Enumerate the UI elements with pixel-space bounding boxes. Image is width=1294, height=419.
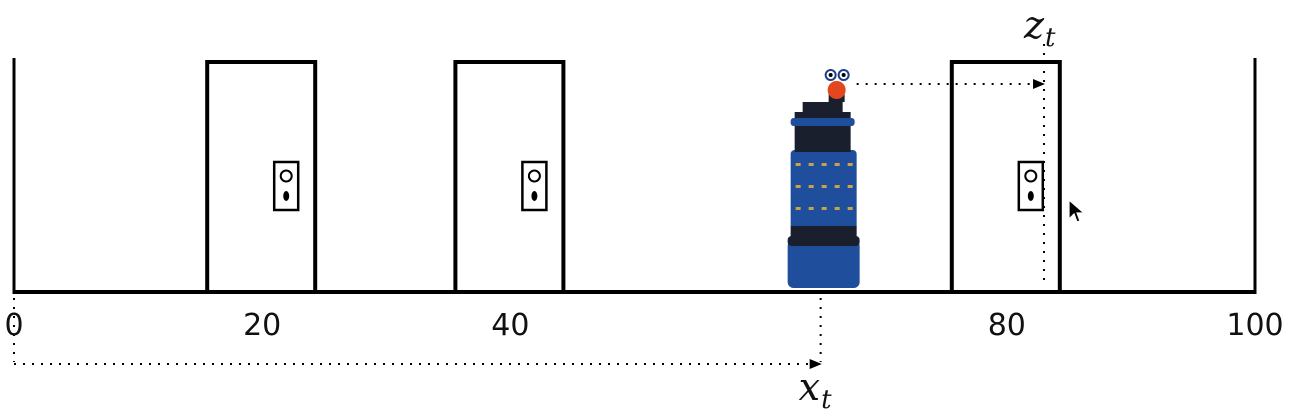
corridor-walls [12,58,1257,294]
robot-sensor-light [795,185,801,188]
robot-sensor-light [847,185,853,188]
door-frame [949,60,1062,294]
robot-neck-block [802,102,843,116]
doors [205,60,1062,294]
axis-tick-label: 20 [243,308,282,343]
robot-right-pupil [841,73,846,77]
measurement-var: z [1024,3,1045,47]
robot-sensor-light [847,207,853,210]
door-keyhole-icon [283,191,290,201]
state-subscript: t [821,385,832,415]
robot-head [827,81,846,99]
robot-base [787,240,860,288]
robot-sensor-light [821,163,827,166]
robot-sensor-light [808,185,814,188]
door-lock-plate [521,160,548,212]
robot-sensor-light [821,207,827,210]
robot-body [790,150,857,230]
door [453,60,566,294]
door-knob-icon [1024,169,1038,183]
door-frame [453,60,566,294]
axis-tick-label: 100 [1226,308,1284,343]
robot-sensor-light [834,207,840,210]
robot-sensor-light [834,163,840,166]
door [205,60,318,294]
measurement-label-z: zt [1024,3,1055,51]
door-lock-plate [272,160,300,212]
axis-tick-label: 40 [491,308,530,343]
robot-sensor-light [821,185,827,188]
robot-sensor-light [834,185,840,188]
robot-sensor-light [847,163,853,166]
robot-sensor-light [808,163,814,166]
robot-sensor-light [808,207,814,210]
door-keyhole-icon [1027,191,1034,201]
robot-shoulder-ring [790,118,855,126]
door [949,60,1062,294]
door-knob-icon [527,169,541,183]
measurement-subscript: t [1045,23,1056,53]
robot-sensor-light [795,163,801,166]
robot-left-pupil [828,73,833,77]
axis-tick-label: 0 [4,308,24,343]
robot-base-rim [787,236,860,246]
cursor-icon [1068,198,1086,225]
axis-tick-label: 80 [987,308,1026,343]
state-label-x: xt [798,365,832,413]
door-lock-plate [1017,160,1045,212]
arrows [13,44,1046,369]
robot [787,69,860,288]
robot-waist [790,226,857,238]
door-frame [205,60,318,294]
state-var: x [798,365,821,409]
door-knob-icon [279,169,293,183]
door-keyhole-icon [531,191,538,201]
robot-sensor-light [795,207,801,210]
